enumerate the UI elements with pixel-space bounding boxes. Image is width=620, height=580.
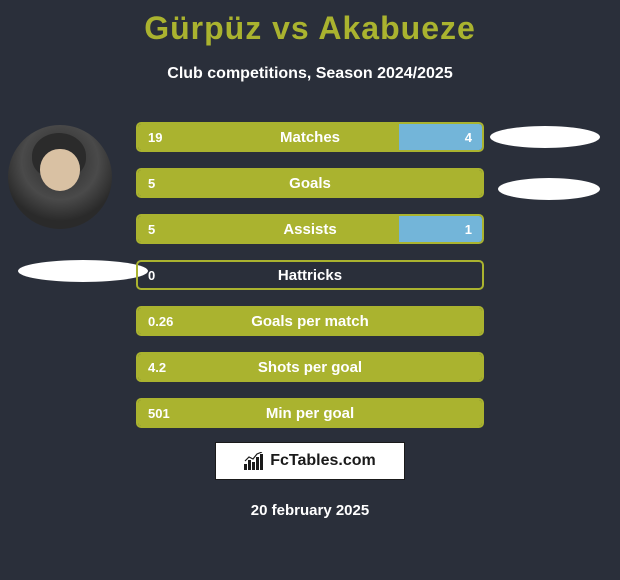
stat-bar: Min per goal501 (136, 398, 484, 428)
stat-bar-left-fill (138, 400, 482, 426)
page-subtitle: Club competitions, Season 2024/2025 (0, 65, 620, 83)
fctables-logo: FcTables.com (215, 442, 405, 480)
page-title: Gürpüz vs Akabueze (0, 0, 620, 47)
comparison-bars: Matches194 Goals5 Assists51 Hattricks0 Goals… (136, 122, 484, 444)
logo-text: FcTables.com (270, 452, 376, 470)
stat-bar-right-fill (399, 124, 482, 150)
chart-icon (244, 452, 264, 470)
stat-bar-left-fill (138, 170, 482, 196)
stat-bar-right-fill (399, 216, 482, 242)
stat-bar: Shots per goal4.2 (136, 352, 484, 382)
stat-bar: Goals per match0.26 (136, 306, 484, 336)
date-label: 20 february 2025 (0, 502, 620, 519)
stat-bar: Hattricks0 (136, 260, 484, 290)
stat-value-left: 0 (148, 262, 155, 288)
team-left-badge-placeholder (18, 260, 148, 282)
team-right-badge-placeholder (498, 178, 600, 200)
stat-bar-left-fill (138, 308, 482, 334)
stat-label: Hattricks (138, 262, 482, 288)
stat-bar-left-fill (138, 124, 399, 150)
stat-bar-left-fill (138, 216, 399, 242)
player-right-avatar-placeholder (490, 126, 600, 148)
player-left-avatar (8, 125, 112, 229)
stat-bar: Assists51 (136, 214, 484, 244)
stat-bar: Matches194 (136, 122, 484, 152)
stat-bar-left-fill (138, 354, 482, 380)
stat-bar: Goals5 (136, 168, 484, 198)
